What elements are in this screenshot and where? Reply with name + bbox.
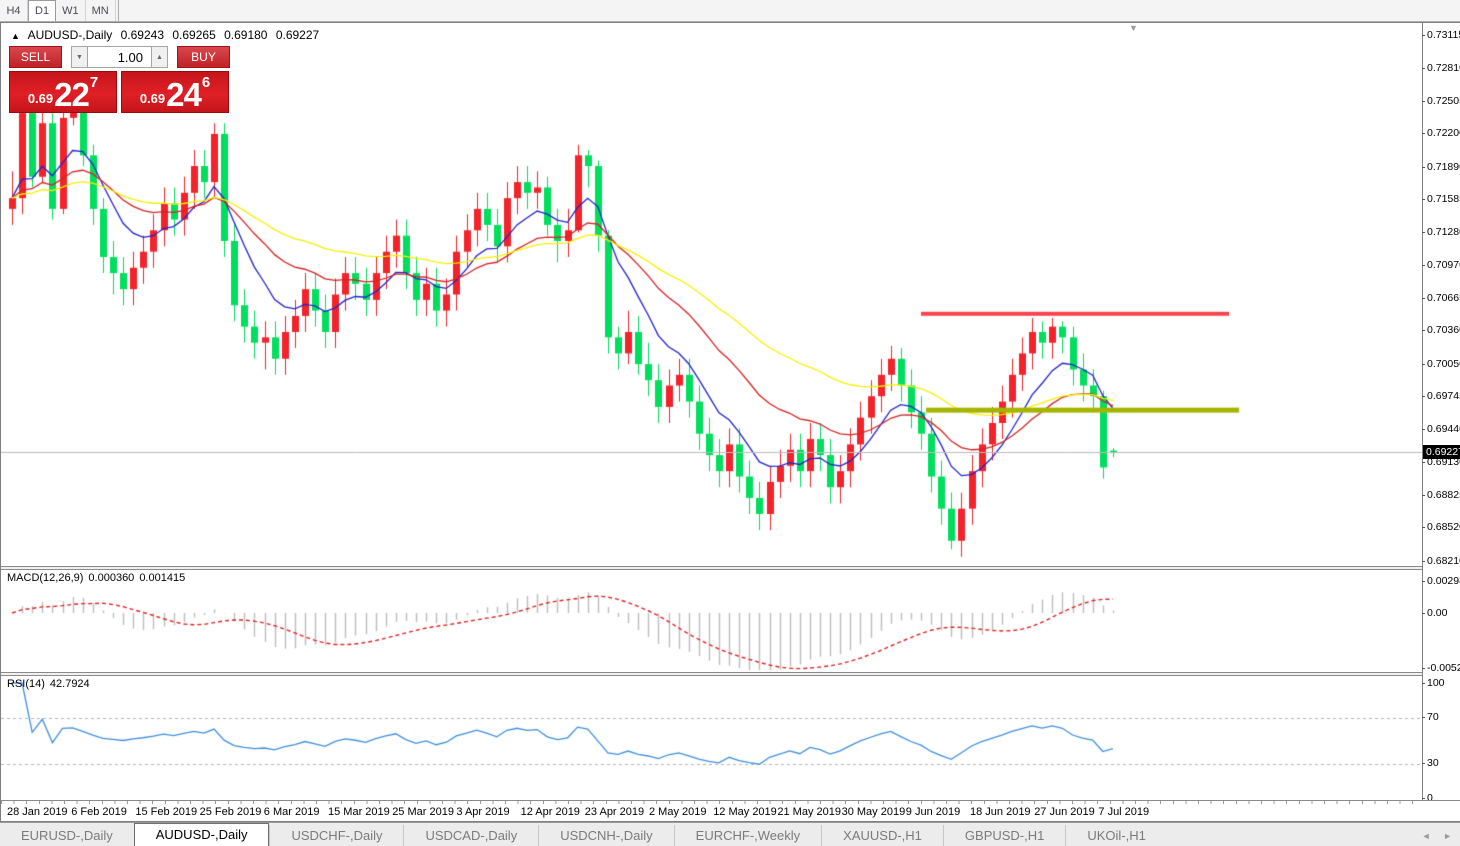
tab-item-xauusd[interactable]: XAUUSD-,H1 (821, 825, 943, 846)
chart-title: ▲ AUDUSD-,Daily 0.69243 0.69265 0.69180 … (11, 28, 324, 42)
time-tick-label: 12 Apr 2019 (520, 806, 580, 818)
price-tick: 0.69745 (1422, 390, 1460, 402)
time-tick-label: 12 May 2019 (713, 806, 777, 818)
time-tick-label: 18 Jun 2019 (970, 806, 1031, 818)
chart-tab-bar: EURUSD-,Daily AUDUSD-,Daily USDCHF-,Daily U… (0, 822, 1460, 846)
sell-price-big: 22 (54, 75, 90, 113)
timeframe-toolbar: H4 D1 W1 MN (0, 0, 1460, 22)
time-tick-label: 30 May 2019 (841, 806, 906, 818)
buy-button[interactable]: BUY (177, 46, 230, 68)
time-tick-label: 27 Jun 2019 (1034, 806, 1095, 818)
tab-item-gbpusd[interactable]: GBPUSD-,H1 (942, 825, 1065, 846)
macd-label: MACD(12,26,9) 0.000360 0.001415 (7, 572, 186, 584)
macd-tick: 0.00 (1421, 606, 1448, 619)
rsi-label: RSI(14) 42.7924 (7, 678, 90, 690)
timeframe-button-w1[interactable]: W1 (56, 0, 86, 21)
ohlc-open: 0.69243 (120, 28, 165, 42)
timeframe-button-h4[interactable]: H4 (0, 0, 28, 21)
sell-price-prefix: 0.69 (27, 91, 54, 106)
rsi-tick: 0 (1422, 791, 1433, 804)
time-tick-label: 2 May 2019 (649, 806, 707, 818)
macd-canvas[interactable] (1, 570, 1422, 672)
buy-price-pip: 6 (201, 74, 211, 91)
time-tick-label: 7 Jul 2019 (1098, 806, 1150, 818)
spacer (62, 46, 71, 68)
buy-price-tile[interactable]: 0.69 24 6 (121, 71, 229, 113)
chart-window: ▲ AUDUSD-,Daily 0.69243 0.69265 0.69180 … (0, 22, 1460, 822)
rsi-canvas[interactable] (1, 676, 1422, 800)
ohlc-high: 0.69265 (172, 28, 216, 42)
sell-price-pip: 7 (89, 74, 99, 91)
time-tick-label: 3 Apr 2019 (456, 806, 510, 818)
price-tick: 0.71585 (1422, 193, 1460, 205)
timeframe-button-mn[interactable]: MN (86, 0, 116, 21)
tab-item-eurchf[interactable]: EURCHF-,Weekly (673, 825, 822, 846)
collapse-triangle-icon[interactable]: ▲ (11, 31, 20, 41)
buy-price-prefix: 0.69 (139, 91, 166, 106)
price-tick: 0.73115 (1421, 29, 1460, 41)
symbol-period-label: AUDUSD-,Daily (27, 28, 113, 42)
time-tick-label: 15 Mar 2019 (328, 806, 390, 818)
panel-splitter[interactable] (1, 672, 1422, 676)
time-tick-label: 6 Mar 2019 (263, 806, 320, 818)
timeframe-button-d1[interactable]: D1 (28, 0, 57, 21)
chart-shift-icon[interactable]: ▼ (1129, 23, 1138, 33)
macd-tick: 0.002984 (1422, 575, 1460, 587)
time-tick-label: 15 Feb 2019 (135, 806, 198, 818)
time-tick-label: 28 Jan 2019 (7, 806, 68, 818)
volume-input[interactable] (88, 46, 151, 68)
time-axis[interactable]: 28 Jan 2019 6 Feb 2019 15 Feb 2019 25 Feb 2… (1, 800, 1460, 821)
price-tick: 0.72505 (1422, 95, 1460, 107)
tab-scroll-left-icon[interactable]: ◄ (1421, 831, 1431, 841)
rsi-tick: 30 (1422, 757, 1439, 769)
one-click-trade-panel: SELL ▼ ▲ BUY 0.69 22 7 0.69 24 6 (9, 46, 230, 113)
tab-item-usdcad[interactable]: USDCAD-,Daily (403, 825, 538, 846)
ohlc-close: 0.69227 (275, 28, 320, 42)
current-price-tag: 0.69227 (1423, 445, 1460, 460)
panel-splitter[interactable] (1, 566, 1422, 570)
time-tick-marks (1, 801, 1422, 804)
macd-tick: -0.00525 (1421, 662, 1460, 674)
tab-item-ukoil[interactable]: UKOil-,H1 (1065, 825, 1167, 846)
main-chart-canvas[interactable] (1, 23, 1422, 566)
tab-item-audusd[interactable]: AUDUSD-,Daily (133, 823, 270, 846)
rsi-tick: 100 (1422, 676, 1445, 689)
time-tick-label: 9 Jun 2019 (905, 806, 961, 818)
toolbar-divider (117, 0, 119, 21)
volume-decrease-button[interactable]: ▼ (71, 46, 88, 68)
tab-scroll-arrows: ◄ ► (1412, 831, 1452, 841)
sell-button[interactable]: SELL (9, 46, 62, 68)
tab-item-usdchf[interactable]: USDCHF-,Daily (269, 825, 403, 846)
price-tick: 0.70665 (1422, 292, 1460, 304)
tab-scroll-right-icon[interactable]: ► (1443, 831, 1452, 841)
spacer (168, 46, 177, 68)
time-tick-label: 23 Apr 2019 (584, 806, 645, 818)
buy-price-big: 24 (166, 75, 202, 113)
price-tick: 0.68825 (1422, 489, 1460, 501)
time-tick-label: 6 Feb 2019 (71, 806, 127, 818)
ohlc-low: 0.69180 (224, 28, 268, 42)
time-tick-label: 21 May 2019 (777, 806, 841, 818)
rsi-tick: 70 (1422, 711, 1439, 723)
time-tick-label: 25 Feb 2019 (199, 806, 262, 818)
time-tick-label: 25 Mar 2019 (392, 806, 454, 818)
tab-item-eurusd[interactable]: EURUSD-,Daily (21, 828, 113, 843)
sell-price-tile[interactable]: 0.69 22 7 (9, 71, 117, 113)
tab-item-usdcnh[interactable]: USDCNH-,Daily (538, 825, 673, 846)
volume-increase-button[interactable]: ▲ (151, 46, 168, 68)
